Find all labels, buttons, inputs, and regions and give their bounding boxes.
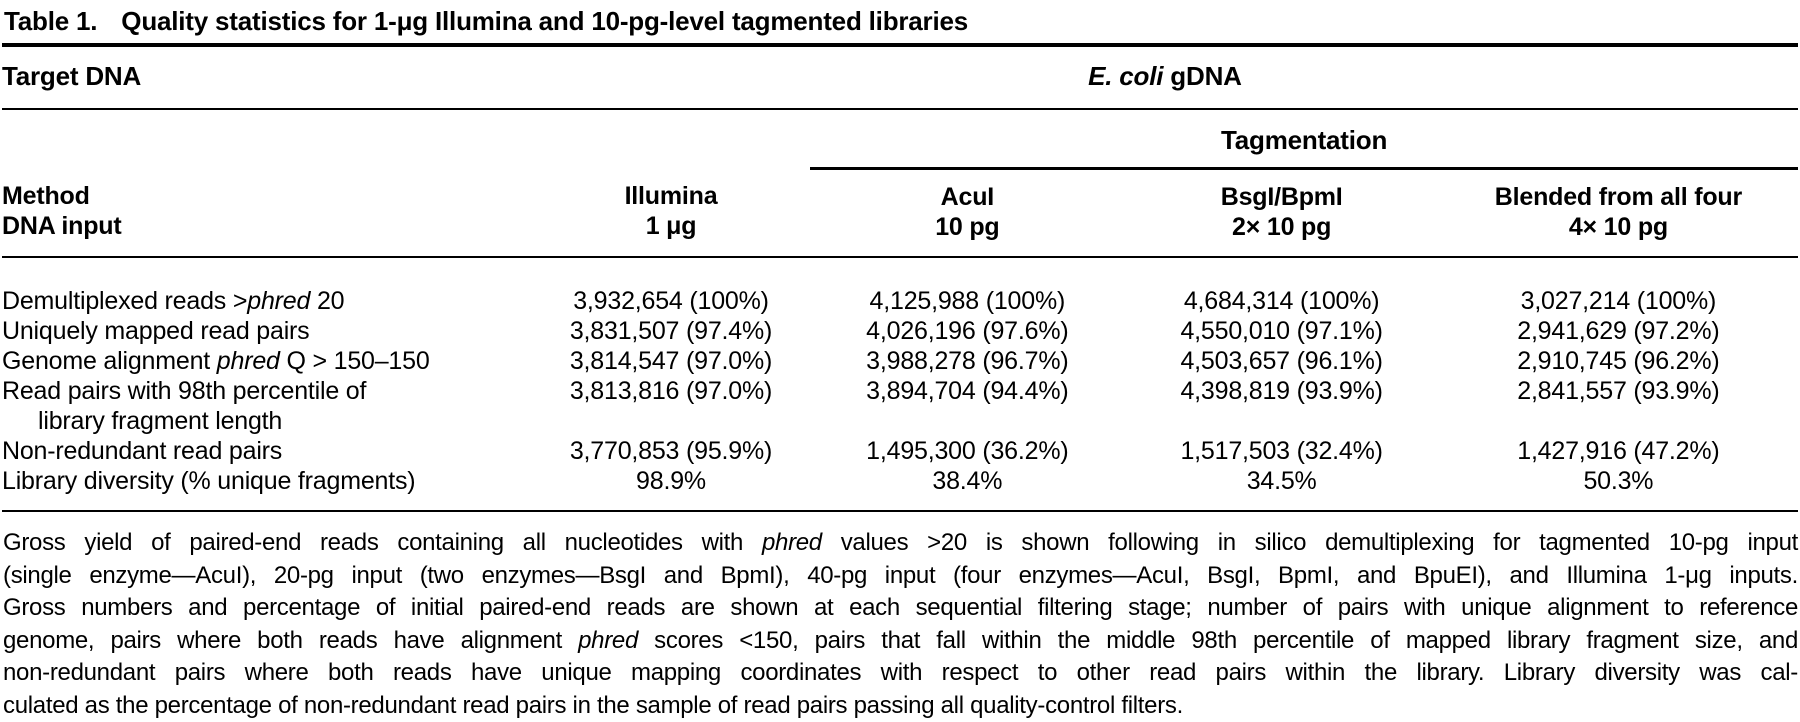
table-title: Table 1. Quality statistics for 1-μg Illu… — [2, 2, 1798, 47]
cell-value: 2,910,745 (96.2%) — [1517, 347, 1720, 375]
method-label: Method — [2, 181, 90, 210]
column-input: 4× 10 pg — [1568, 213, 1668, 241]
column-header-illumina: Illumina 1 μg — [531, 168, 811, 258]
column-input: 2× 10 pg — [1232, 213, 1332, 241]
footnote-line-3: Gross numbers and percentage of initial … — [3, 594, 1798, 621]
quality-statistics-table: Target DNA E. coli gDNA Tagmentation Met… — [2, 47, 1798, 512]
target-dna-row: Target DNA E. coli gDNA — [2, 47, 1798, 110]
row-label: Demultiplexed reads >phred 20 — [2, 287, 345, 315]
cell-value: 4,684,314 (100%) — [1183, 287, 1380, 315]
spacer-cell — [2, 109, 532, 169]
column-input: 10 pg — [935, 213, 1000, 241]
table-row-read-pairs-98th-percentile: Read pairs with 98th percentile of libra… — [2, 376, 1798, 436]
cell-value: 3,932,654 (100%) — [573, 287, 769, 315]
column-header-bsgi-bpmi: BsgI/BpmI 2× 10 pg — [1124, 168, 1439, 258]
row-label-line1: Read pairs with 98th percentile of — [2, 377, 367, 405]
group-header-ecoli-gdna: E. coli gDNA — [531, 47, 1798, 110]
table-footnote: Gross yield of paired-end reads containi… — [2, 527, 1798, 722]
column-method: BsgI/BpmI — [1220, 183, 1343, 211]
column-method: Blended from all four — [1494, 183, 1742, 211]
row-label: Read pairs with 98th percentile of libra… — [2, 376, 532, 436]
method-dna-input-header: Method DNA input — [2, 168, 532, 258]
cell-value: 1,427,916 (47.2%) — [1517, 437, 1720, 465]
cell-value: 4,550,010 (97.1%) — [1180, 317, 1383, 345]
row-label: Non-redundant read pairs — [2, 437, 283, 465]
cell-value: 3,770,853 (95.9%) — [569, 437, 773, 465]
cell-value: 50.3% — [1438, 466, 1798, 512]
cell-value: 34.5% — [1124, 466, 1439, 512]
cell-value: 1,517,503 (32.4%) — [1180, 437, 1383, 465]
footnote-line-5: non-redundant pairs where both reads hav… — [3, 659, 1798, 686]
column-header-acui: AcuI 10 pg — [810, 168, 1125, 258]
row-label: Genome alignment phred Q > 150–150 — [2, 347, 430, 375]
column-input: 1 μg — [645, 211, 697, 240]
cell-value: 2,841,557 (93.9%) — [1517, 377, 1720, 405]
cell-value: 98.9% — [531, 466, 811, 512]
cell-value: 3,027,214 (100%) — [1520, 287, 1717, 315]
column-method: Illumina — [624, 181, 718, 210]
table-row-library-diversity: Library diversity (% unique fragments) 9… — [2, 466, 1798, 512]
footnote-line-1: Gross yield of paired-end reads containi… — [3, 529, 1798, 556]
column-header-blended: Blended from all four 4× 10 pg — [1438, 168, 1798, 258]
cell-value: 3,831,507 (97.4%) — [569, 317, 773, 345]
footnote-line-2: (single enzyme—AcuI), 20-pg input (two e… — [3, 561, 1798, 589]
cell-value: 4,398,819 (93.9%) — [1180, 377, 1383, 405]
table-row-genome-alignment: Genome alignment phred Q > 150–150 3,814… — [2, 346, 1798, 376]
column-header-row: Method DNA input Illumina 1 μg AcuI 10 p… — [2, 168, 1798, 258]
cell-value: 3,894,704 (94.4%) — [866, 377, 1069, 405]
cell-value: 3,988,278 (96.7%) — [866, 347, 1069, 375]
cell-value: 3,813,816 (97.0%) — [569, 377, 773, 405]
spacer-cell — [532, 109, 810, 169]
cell-value: 2,941,629 (97.2%) — [1517, 317, 1720, 345]
cell-value: 3,814,547 (97.0%) — [569, 347, 773, 375]
table-caption: Quality statistics for 1-μg Illumina and… — [121, 6, 969, 36]
dna-input-label: DNA input — [2, 211, 122, 240]
row-label-line2: library fragment length — [38, 407, 283, 435]
cell-value: 1,495,300 (36.2%) — [866, 437, 1069, 465]
target-dna-header: Target DNA — [2, 47, 532, 110]
row-label: Uniquely mapped read pairs — [2, 317, 310, 345]
tagmentation-group-header: Tagmentation — [810, 109, 1798, 170]
footnote-line-4: genome, pairs where both reads have alig… — [3, 626, 1798, 654]
cell-value: 38.4% — [810, 466, 1125, 512]
tagmentation-row: Tagmentation — [2, 109, 1798, 170]
cell-value: 4,503,657 (96.1%) — [1180, 347, 1383, 375]
table-row-uniquely-mapped: Uniquely mapped read pairs 3,831,507 (97… — [2, 316, 1798, 346]
row-label: Library diversity (% unique fragments) — [2, 466, 532, 512]
footnote-line-6: culated as the percentage of non-redunda… — [3, 691, 1183, 719]
table-number: Table 1. — [4, 6, 98, 36]
column-method: AcuI — [940, 183, 995, 211]
table-row-non-redundant: Non-redundant read pairs 3,770,853 (95.9… — [2, 436, 1798, 466]
table-row-demultiplexed-reads: Demultiplexed reads >phred 20 3,932,654 … — [2, 257, 1798, 316]
cell-value: 4,026,196 (97.6%) — [866, 317, 1069, 345]
cell-value: 4,125,988 (100%) — [869, 287, 1066, 315]
